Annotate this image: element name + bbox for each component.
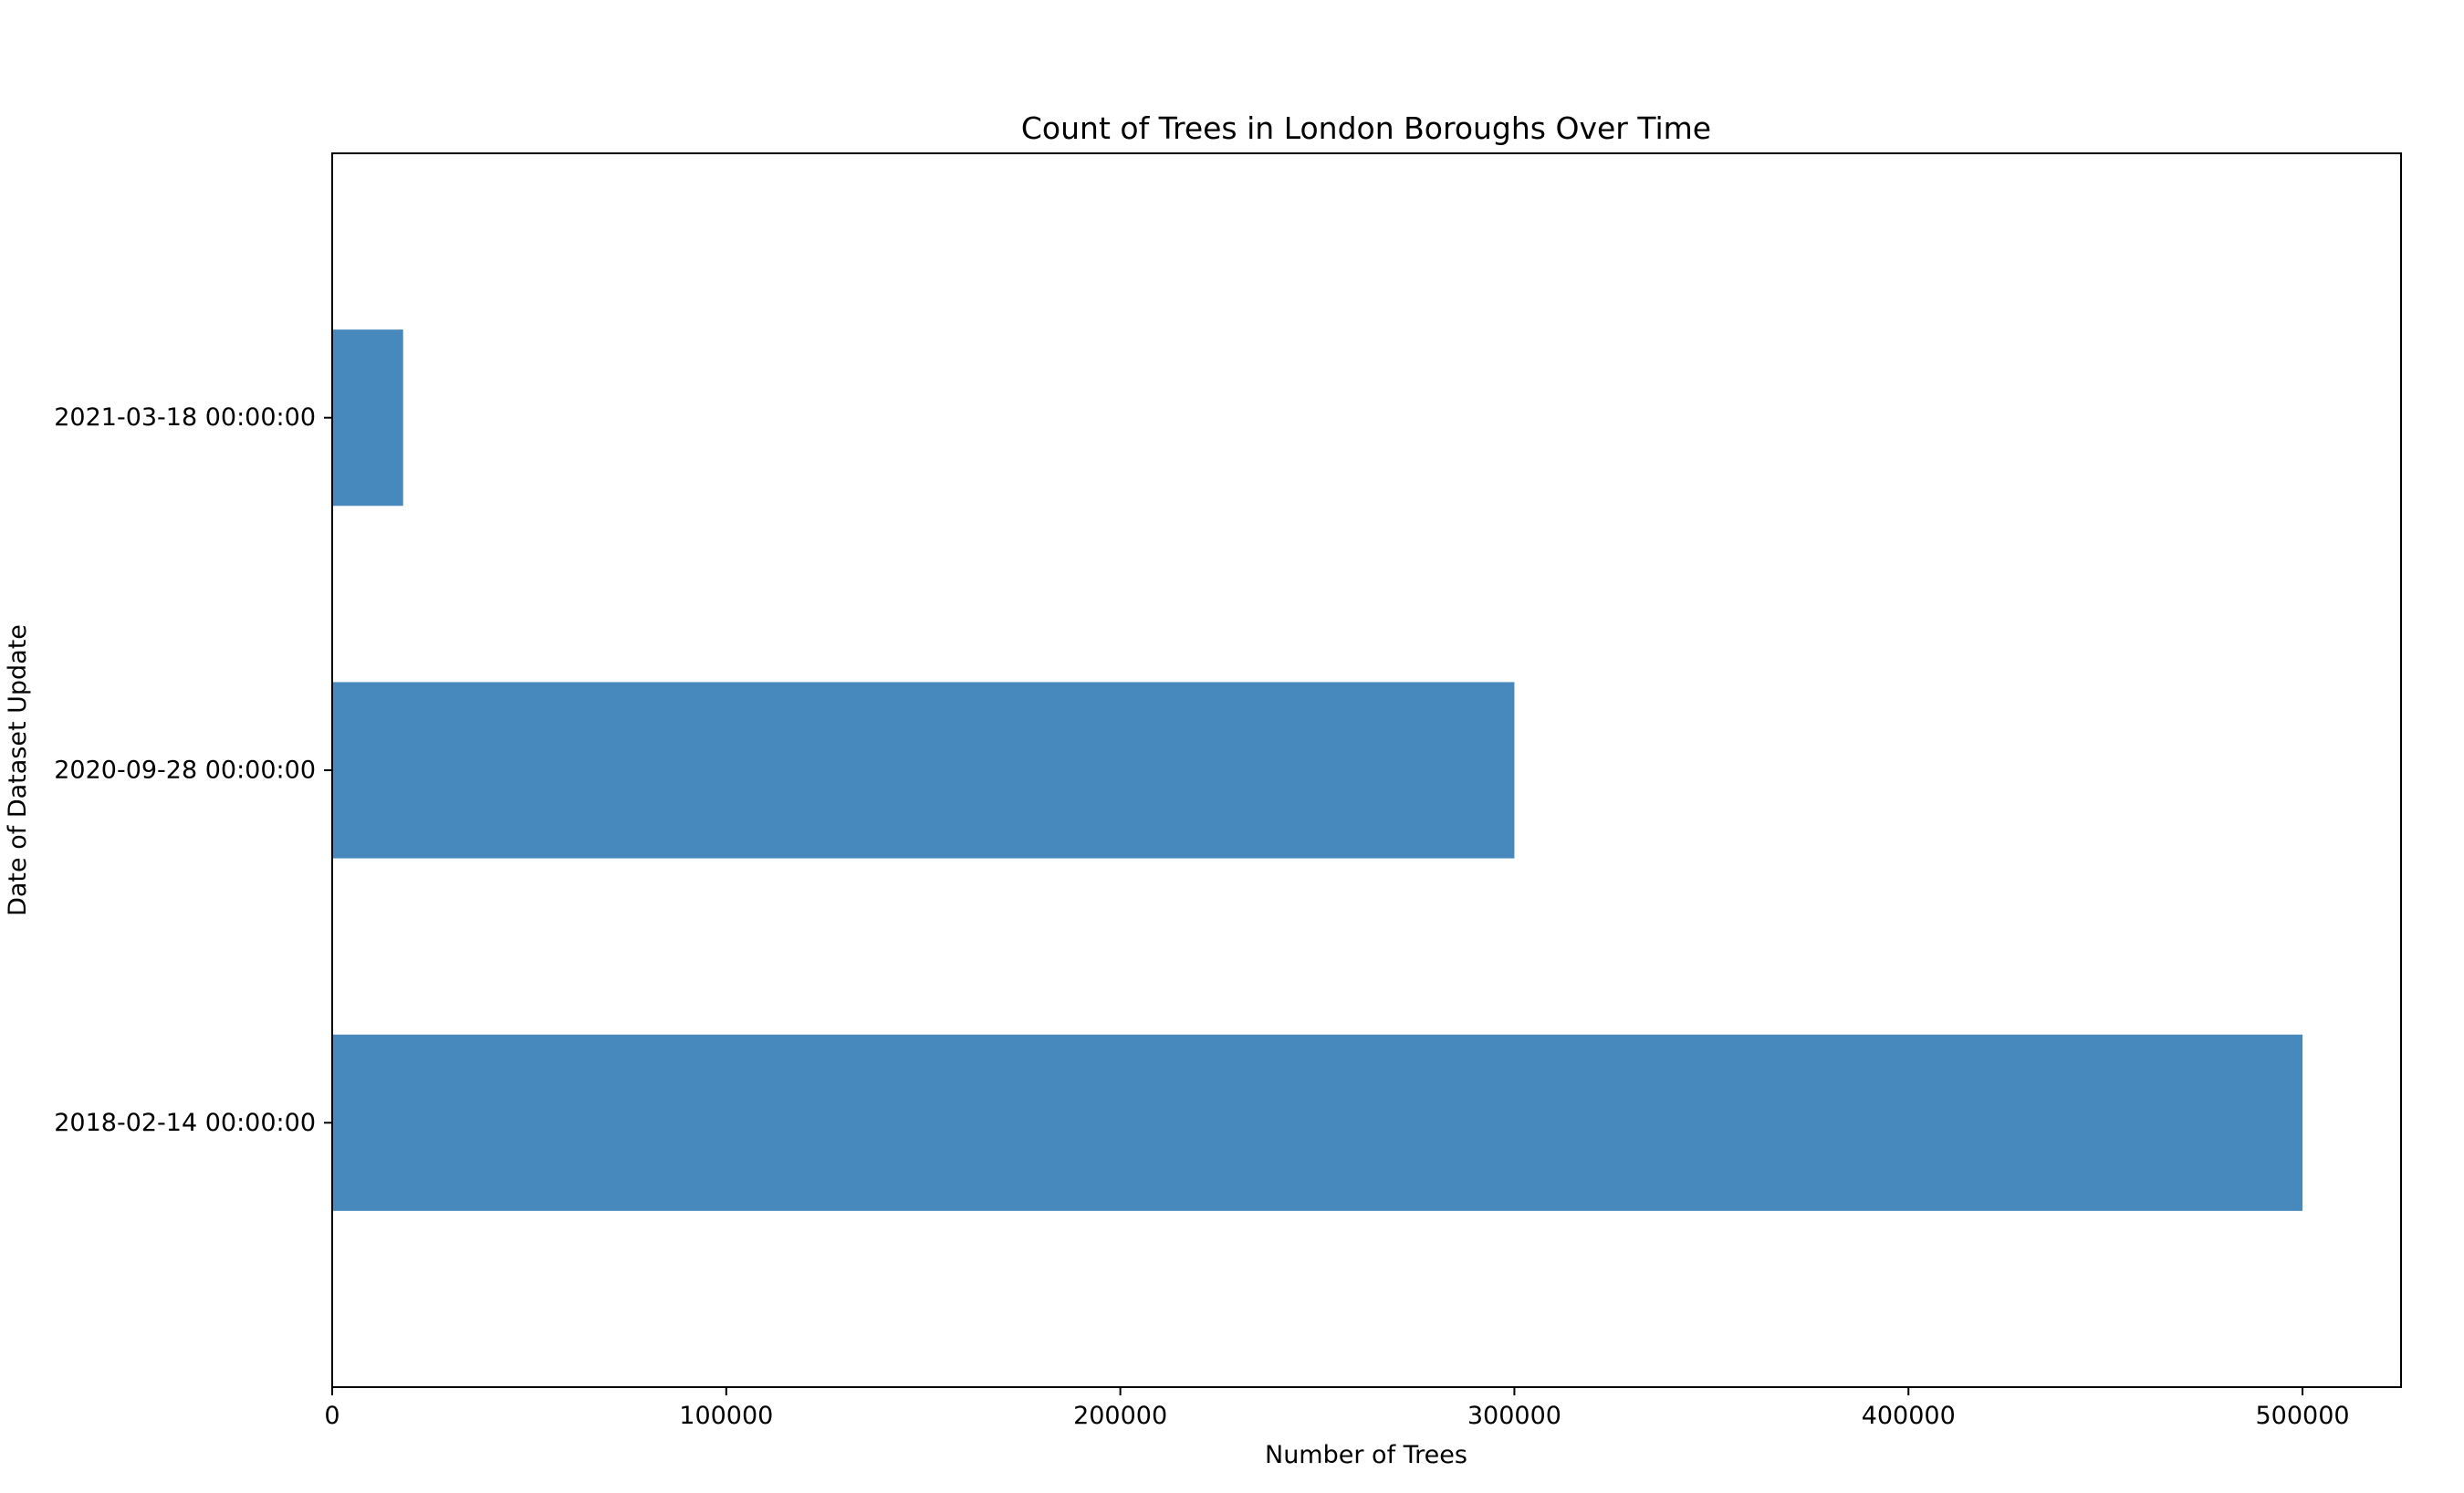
x-tick-label: 300000 xyxy=(1467,1402,1561,1430)
x-tick-label: 200000 xyxy=(1073,1402,1167,1430)
x-tick-label: 100000 xyxy=(679,1402,773,1430)
x-axis-ticks: 0 100000 200000 300000 400000 500000 xyxy=(324,1387,2350,1430)
x-tick-label: 500000 xyxy=(2256,1402,2350,1430)
bar-2021-03-18 xyxy=(332,329,403,506)
bar-2020-09-28 xyxy=(332,682,1515,859)
bars-layer xyxy=(332,329,2303,1211)
x-tick-label: 400000 xyxy=(1862,1402,1956,1430)
bar-2018-02-14 xyxy=(332,1034,2303,1211)
y-tick-label: 2020-09-28 00:00:00 xyxy=(54,757,316,785)
y-tick-label: 2021-03-18 00:00:00 xyxy=(54,403,316,432)
x-tick-label: 0 xyxy=(324,1402,339,1430)
y-axis-ticks: 2018-02-14 00:00:00 2020-09-28 00:00:00 20… xyxy=(54,403,332,1137)
chart-title: Count of Trees in London Boroughs Over T… xyxy=(1021,110,1711,146)
x-axis-label: Number of Trees xyxy=(1265,1441,1467,1469)
y-tick-label: 2018-02-14 00:00:00 xyxy=(54,1109,316,1137)
y-axis-label: Date of Dataset Update xyxy=(4,624,32,916)
